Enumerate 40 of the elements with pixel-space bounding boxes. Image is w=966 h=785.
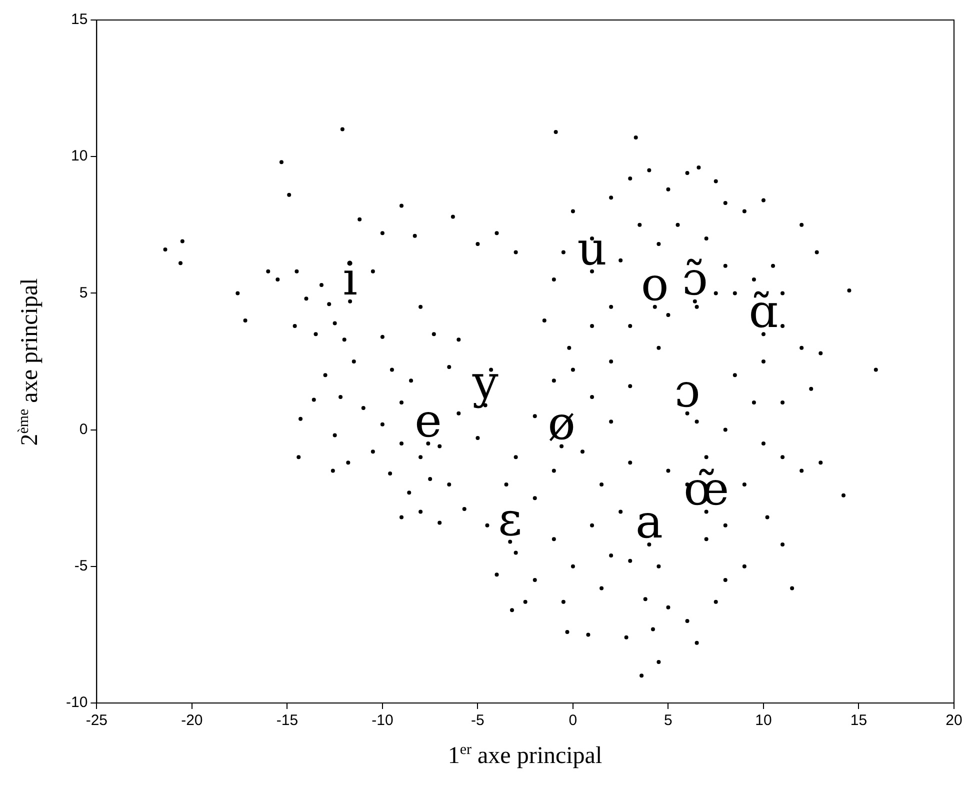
y-tick-label: 5 [79, 284, 88, 302]
x-axis-title: 1$^{er}$ axe principal [448, 742, 602, 770]
y-tick-label: -5 [74, 558, 88, 575]
point [685, 411, 690, 416]
data-label: u [577, 221, 607, 276]
data-label: ø [548, 396, 576, 450]
x-tick-label: 5 [664, 712, 672, 730]
point [652, 304, 657, 309]
y-tick-label: 10 [70, 148, 88, 165]
point [704, 510, 708, 514]
data-label: y [471, 355, 498, 410]
data-label: o [641, 256, 669, 311]
x-tick-label: -10 [372, 712, 394, 730]
x-tick-label: -15 [276, 712, 298, 730]
x-tick-label: 10 [755, 712, 772, 730]
x-tick-label: -20 [181, 712, 203, 730]
data-label: ɛ [498, 492, 522, 546]
data-label: i [342, 251, 358, 306]
x-tick-label: -25 [86, 712, 108, 730]
y-tick-label: 15 [70, 11, 88, 28]
x-tick-label: 0 [568, 712, 578, 730]
data-label: ɔ̃ [682, 251, 708, 306]
x-tick-label: -5 [471, 712, 484, 730]
y-tick-label: 0 [79, 420, 88, 438]
point [761, 332, 766, 336]
point [647, 542, 652, 547]
data-label: œ̃ [684, 462, 730, 516]
point [508, 540, 512, 544]
data-label: a [635, 494, 663, 548]
data-label: ɔ [674, 363, 700, 418]
data-label: e [414, 393, 442, 448]
point [560, 444, 564, 448]
point [590, 269, 594, 274]
x-tick-label: 15 [850, 712, 868, 730]
data-label: ɑ̃ [748, 284, 778, 338]
y-tick-label: -10 [66, 694, 88, 712]
point [692, 299, 697, 304]
point [348, 299, 352, 304]
point [426, 441, 430, 446]
x-tick-label: 20 [946, 712, 962, 730]
